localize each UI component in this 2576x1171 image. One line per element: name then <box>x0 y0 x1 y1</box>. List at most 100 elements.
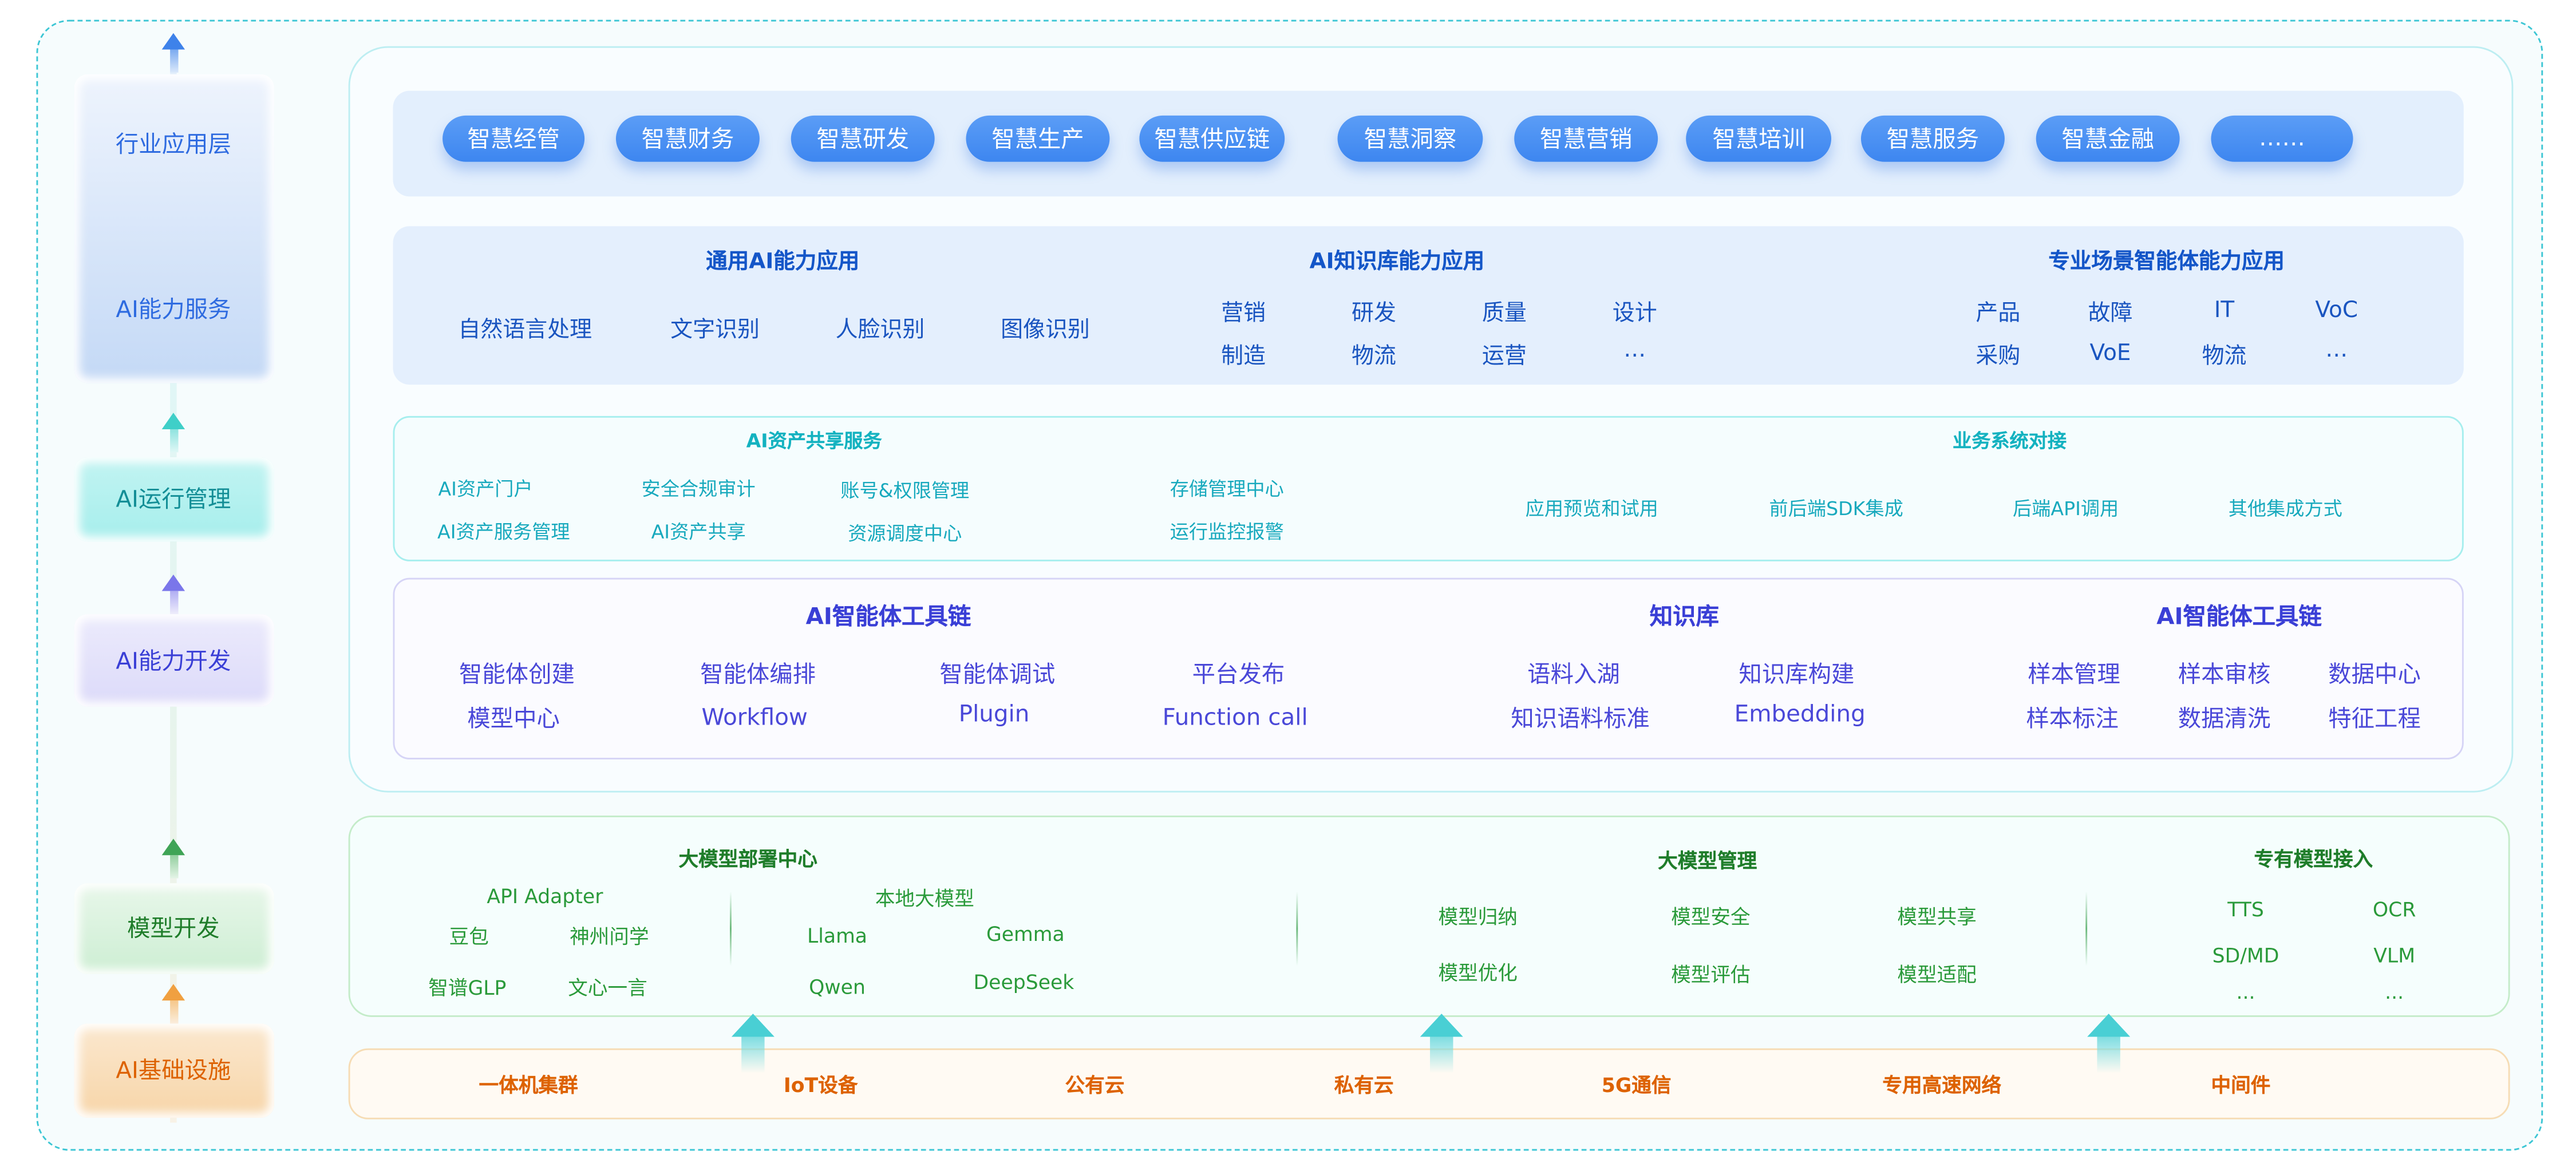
dev-item: Workflow <box>701 705 808 731</box>
capability-item: 设计 <box>1612 300 1657 327</box>
dev-item: 平台发布 <box>1192 662 1285 689</box>
capability-item: 质量 <box>1481 300 1527 327</box>
dev-item: 知识库构建 <box>1739 662 1855 689</box>
dev-item: 特征工程 <box>2328 706 2421 733</box>
app-pill[interactable]: 智慧经管 <box>442 115 585 162</box>
ai-capability-row <box>393 226 2464 385</box>
dev-item: 样本标注 <box>2026 706 2119 733</box>
model-item: DeepSeek <box>973 971 1074 994</box>
model-item: 神州问学 <box>570 925 649 949</box>
model-item: VLM <box>2373 944 2416 968</box>
model-item: Gemma <box>986 923 1065 946</box>
capability-item: 产品 <box>1976 300 2021 327</box>
model-item: OCR <box>2372 898 2416 921</box>
layer-ai-dev-label: AI能力开发 <box>116 648 231 675</box>
capability-item: 物流 <box>2202 343 2247 370</box>
ops-item: 其他集成方式 <box>2228 497 2342 520</box>
infra-item: 5G通信 <box>1601 1074 1672 1097</box>
capability-item: 文字识别 <box>670 317 760 343</box>
infra-panel <box>348 1048 2510 1119</box>
ops-item: AI资产共享 <box>651 520 746 544</box>
model-item: 模型评估 <box>1671 963 1751 987</box>
capability-item: 图像识别 <box>1001 317 1090 343</box>
ops-item: 前后端SDK集成 <box>1769 497 1903 520</box>
dev-item: 数据中心 <box>2328 662 2421 689</box>
model-item: 智谱GLP <box>428 976 507 1000</box>
infra-item: 专用高速网络 <box>1882 1074 2002 1097</box>
deploy-center-title: 大模型部署中心 <box>678 848 817 871</box>
proprietary-model-title: 专有模型接入 <box>2254 848 2373 871</box>
layer-model-dev-label: 模型开发 <box>127 916 220 943</box>
arrow-up-icon <box>161 574 185 615</box>
dev-item: 智能体创建 <box>459 662 575 689</box>
capability-item: 自然语言处理 <box>458 317 592 343</box>
model-management-title: 大模型管理 <box>1658 849 1757 873</box>
arrow-up-icon <box>161 984 185 1024</box>
dev-item: 样本审核 <box>2178 662 2271 689</box>
dev-item: Embedding <box>1734 701 1866 729</box>
arrow-up-icon <box>731 1014 775 1073</box>
arrow-up-icon <box>161 838 185 879</box>
app-pill[interactable]: 智慧供应链 <box>1139 115 1285 162</box>
divider <box>729 891 732 966</box>
capability-item: 物流 <box>1352 343 1396 370</box>
capability-item: 故障 <box>2088 300 2133 327</box>
ops-item: 运行监控报警 <box>1170 520 1284 544</box>
model-item: 模型共享 <box>1897 905 1977 929</box>
app-pill[interactable]: 智慧营销 <box>1514 115 1658 162</box>
dev-item: 知识语料标准 <box>1511 706 1650 733</box>
dev-item: Function call <box>1162 705 1308 731</box>
model-item: Qwen <box>809 975 866 999</box>
arrow-up-icon <box>2087 1014 2131 1073</box>
capability-item: 制造 <box>1221 343 1266 370</box>
dev-item: 样本管理 <box>2028 662 2120 689</box>
model-item: 模型适配 <box>1897 963 1977 987</box>
capability-item: 营销 <box>1221 300 1266 327</box>
integration-title: 业务系统对接 <box>1953 429 2067 453</box>
capability-item: … <box>2325 337 2348 363</box>
app-pill[interactable]: 智慧洞察 <box>1337 115 1483 162</box>
arrow-up-icon <box>1420 1014 1463 1073</box>
app-pill[interactable]: 智慧财务 <box>615 115 760 162</box>
layer-industry-label: 行业应用层 <box>115 132 231 159</box>
infra-item: 公有云 <box>1065 1074 1125 1097</box>
scenario-ai-title: 专业场景智能体能力应用 <box>2048 250 2285 275</box>
ops-item: AI资产门户 <box>438 477 533 501</box>
app-pill[interactable]: 智慧生产 <box>966 115 1110 162</box>
layer-box-dev <box>74 614 274 707</box>
capability-item: 人脸识别 <box>835 317 925 343</box>
knowledge-ai-title: AI知识库能力应用 <box>1309 250 1485 275</box>
ops-item: AI资产服务管理 <box>437 520 570 544</box>
arrow-up-icon <box>161 413 185 453</box>
ops-item: 后端API调用 <box>2013 497 2119 520</box>
arrow-up-icon <box>161 33 185 73</box>
infra-item: 私有云 <box>1334 1074 1394 1097</box>
divider <box>1296 891 1298 966</box>
ops-item: 安全合规审计 <box>641 477 756 501</box>
app-pill[interactable]: 智慧培训 <box>1686 115 1832 162</box>
model-item: Llama <box>807 924 868 948</box>
model-item: SD/MD <box>2212 944 2279 968</box>
model-item: 模型优化 <box>1438 962 1518 985</box>
infra-item: IoT设备 <box>783 1074 858 1097</box>
agent-toolchain-title: AI智能体工具链 <box>805 604 971 631</box>
app-pill[interactable]: 智慧服务 <box>1860 115 2005 162</box>
infra-item: 一体机集群 <box>479 1074 578 1097</box>
app-pill[interactable]: 智慧金融 <box>2036 115 2180 162</box>
app-pill-more[interactable]: …… <box>2211 115 2353 162</box>
ops-item: 存储管理中心 <box>1170 477 1284 501</box>
capability-item: … <box>1623 337 1646 363</box>
capability-item: 采购 <box>1976 343 2021 370</box>
layer-box-model <box>74 883 274 974</box>
model-item: 豆包 <box>449 925 489 949</box>
dev-item: 语料入湖 <box>1527 662 1620 689</box>
model-item: ... <box>2236 980 2255 1004</box>
model-panel <box>348 815 2510 1017</box>
dev-item: 智能体编排 <box>700 662 816 689</box>
app-pill[interactable]: 智慧研发 <box>791 115 935 162</box>
dev-item: 数据清洗 <box>2178 706 2271 733</box>
model-item: ... <box>2385 980 2404 1004</box>
model-item: 模型安全 <box>1671 905 1751 929</box>
agent-toolchain-title-2: AI智能体工具链 <box>2156 604 2322 631</box>
capability-item: 运营 <box>1481 343 1527 370</box>
